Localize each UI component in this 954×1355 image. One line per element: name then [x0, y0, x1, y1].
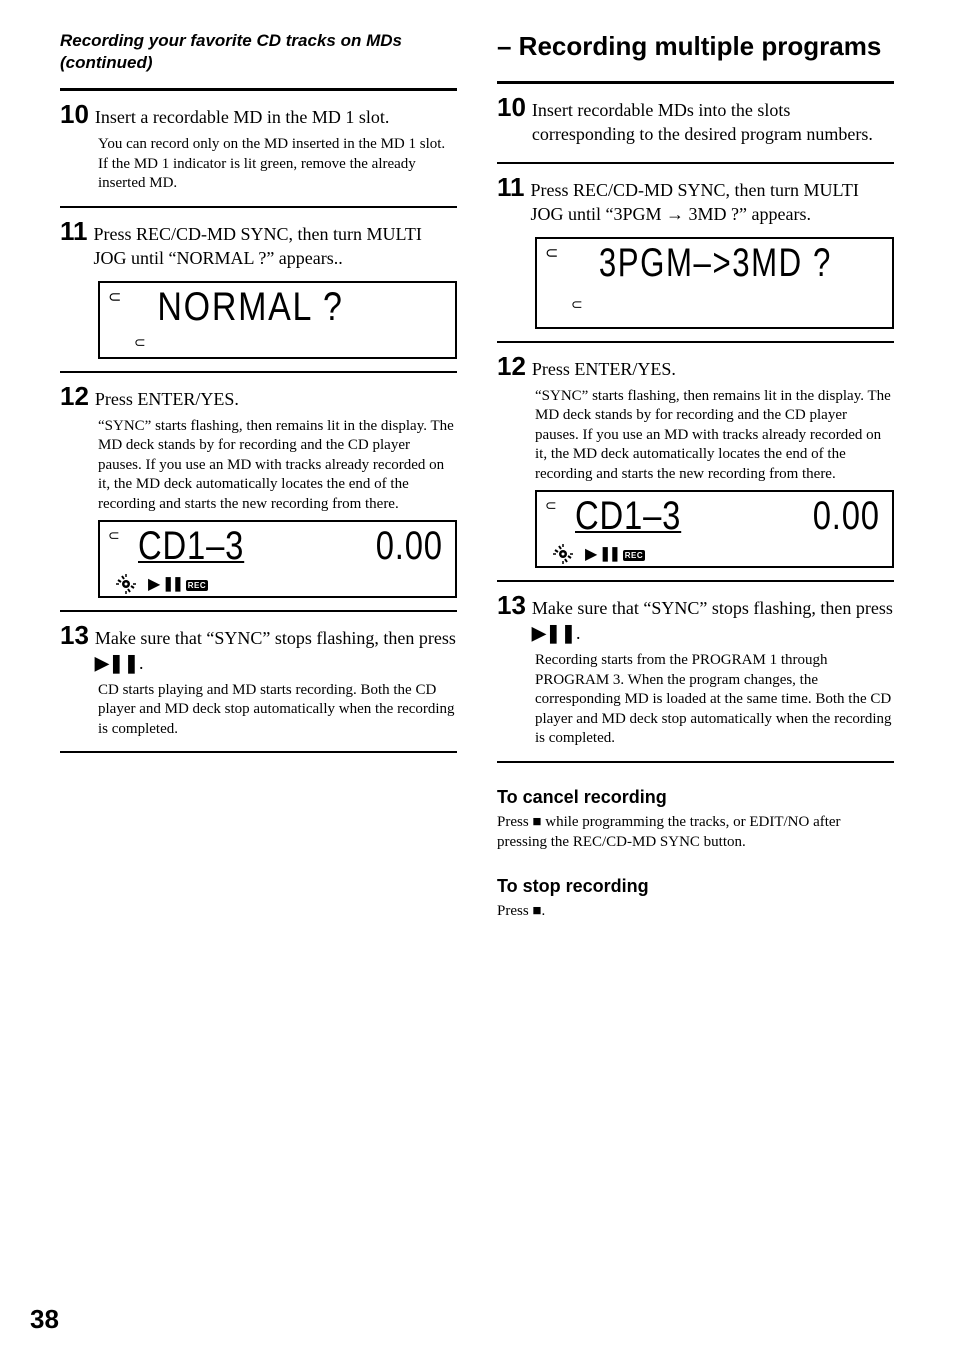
lcd-right-text: 0.00	[813, 496, 880, 536]
repeat-ring-icon: ⊂	[134, 335, 447, 352]
lcd-left-text: CD1–3	[138, 526, 244, 566]
rule	[60, 88, 457, 91]
section-heading: – Recording multiple programs	[497, 30, 894, 63]
two-column-layout: Recording your favorite CD tracks on MDs…	[60, 30, 894, 921]
stop-recording-body: Press ■.	[497, 901, 894, 921]
rule	[60, 371, 457, 373]
lcd-display: ⊂ NORMAL ? ⊂	[98, 281, 457, 359]
step-main-text: Insert recordable MDs into the slots cor…	[532, 98, 894, 147]
step-13: 13 Make sure that “SYNC” stops flashing,…	[497, 592, 894, 748]
repeat-icon: ⊂	[545, 498, 557, 515]
step-number: 11	[60, 218, 88, 244]
step-12: 12 Press ENTER/YES. “SYNC” starts flashi…	[60, 383, 457, 599]
lcd-display: ⊂ 3PGM–>3MD ? ⊂	[535, 237, 894, 329]
repeat-icon: ⊂	[108, 287, 121, 307]
step-number: 12	[497, 353, 526, 379]
lcd-main-text: NORMAL ?	[158, 287, 344, 327]
step-main-text: Make sure that “SYNC” stops flashing, th…	[95, 626, 457, 675]
cancel-recording-heading: To cancel recording	[497, 787, 894, 808]
rule	[60, 206, 457, 208]
step-sub-text: “SYNC” starts flashing, then remains lit…	[60, 417, 457, 515]
lcd-icon-row: ▶❚❚ REC	[108, 572, 447, 596]
page-number: 38	[30, 1304, 59, 1335]
step-13: 13 Make sure that “SYNC” stops flashing,…	[60, 622, 457, 739]
step-main-text: Press REC/CD-MD SYNC, then turn MULTI JO…	[94, 222, 458, 271]
lcd-display: ⊂ CD1–3 0.00 ▶❚❚ REC	[98, 520, 457, 598]
lcd-left-text: CD1–3	[575, 496, 681, 536]
rec-badge: REC	[623, 550, 645, 561]
step-main-text: Press ENTER/YES.	[95, 387, 457, 411]
rec-badge: REC	[186, 580, 208, 591]
step-11: 11 Press REC/CD-MD SYNC, then turn MULTI…	[60, 218, 457, 359]
rule	[497, 761, 894, 763]
repeat-icon: ⊂	[545, 243, 558, 263]
step-10: 10 Insert a recordable MD in the MD 1 sl…	[60, 101, 457, 194]
repeat-icon: ⊂	[108, 528, 120, 545]
step-number: 10	[497, 94, 526, 120]
step-main-text: Press ENTER/YES.	[532, 357, 894, 381]
disc-spin-icon	[551, 542, 575, 566]
step-number: 11	[497, 174, 525, 200]
step-sub-text: Recording starts from the PROGRAM 1 thro…	[497, 651, 894, 749]
step-sub-text: “SYNC” starts flashing, then remains lit…	[497, 387, 894, 485]
rule	[60, 610, 457, 612]
right-column: – Recording multiple programs 10 Insert …	[497, 30, 894, 921]
step-11: 11 Press REC/CD-MD SYNC, then turn MULTI…	[497, 174, 894, 329]
step-sub-text: CD starts playing and MD starts recordin…	[60, 681, 457, 740]
step-number: 12	[60, 383, 89, 409]
play-pause-rec-icon: ▶❚❚	[585, 544, 619, 564]
stop-recording-heading: To stop recording	[497, 876, 894, 897]
repeat-ring-icon: ⊂	[571, 297, 884, 314]
cancel-recording-body: Press ■ while programming the tracks, or…	[497, 812, 894, 853]
step-number: 13	[60, 622, 89, 648]
left-column: Recording your favorite CD tracks on MDs…	[60, 30, 457, 921]
rule	[60, 751, 457, 753]
rule	[497, 341, 894, 343]
rule	[497, 81, 894, 84]
step-number: 13	[497, 592, 526, 618]
step-number: 10	[60, 101, 89, 127]
rule	[497, 580, 894, 582]
lcd-right-text: 0.00	[376, 526, 443, 566]
lcd-icon-row: ▶❚❚ REC	[545, 542, 884, 566]
play-pause-rec-icon: ▶❚❚	[148, 574, 182, 594]
play-pause-icon: ▶❚❚	[532, 623, 576, 643]
rule	[497, 162, 894, 164]
lcd-main-text: 3PGM–>3MD ?	[599, 243, 832, 283]
step-sub-text: You can record only on the MD inserted i…	[60, 135, 457, 194]
step-main-text: Press REC/CD-MD SYNC, then turn MULTI JO…	[531, 178, 895, 227]
continued-section-title: Recording your favorite CD tracks on MDs…	[60, 30, 457, 74]
step-10: 10 Insert recordable MDs into the slots …	[497, 94, 894, 151]
step-main-text: Insert a recordable MD in the MD 1 slot.	[95, 105, 457, 129]
disc-spin-icon	[114, 572, 138, 596]
step-main-text: Make sure that “SYNC” stops flashing, th…	[532, 596, 894, 645]
play-pause-icon: ▶❚❚	[95, 653, 139, 673]
step-12: 12 Press ENTER/YES. “SYNC” starts flashi…	[497, 353, 894, 569]
lcd-display: ⊂ CD1–3 0.00 ▶❚❚ REC	[535, 490, 894, 568]
arrow-right-icon: →	[666, 204, 684, 224]
